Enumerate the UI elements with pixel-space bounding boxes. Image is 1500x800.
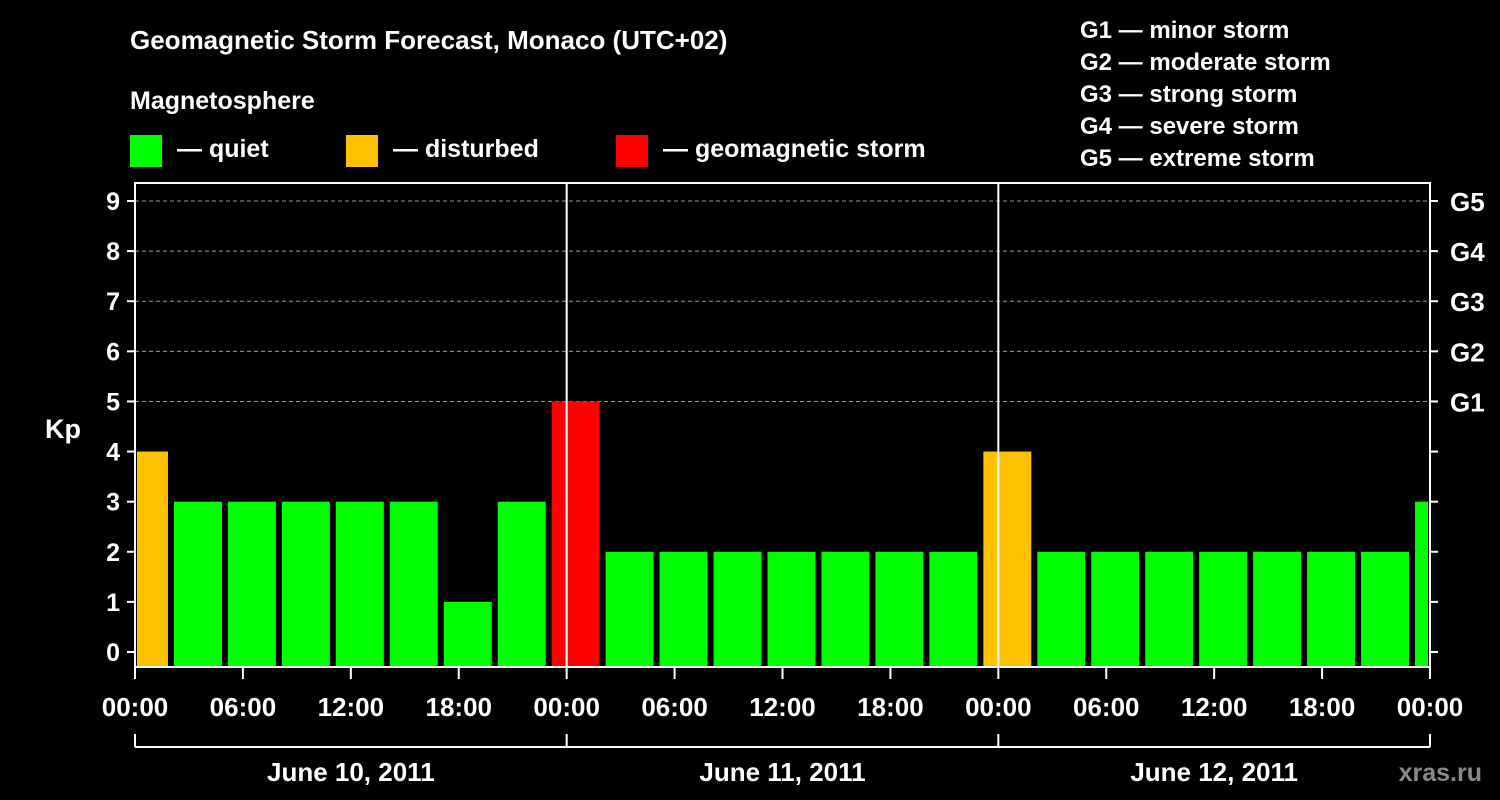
kp-bar [929,551,978,667]
kp-bar [1307,551,1356,667]
y-tick-label: 2 [106,539,120,567]
y-tick-label: 6 [106,338,120,366]
legend-swatch [616,135,648,167]
y-tick-label: 4 [106,439,120,467]
kp-bar [137,451,168,667]
g-level-label: G2 [1450,337,1485,367]
x-tick-label: 06:00 [1073,692,1140,722]
g-level-label: G4 [1450,237,1485,267]
legend-swatch [130,135,162,167]
storm-scale-entry: G3 — strong storm [1080,81,1297,108]
x-tick-label: 00:00 [102,692,169,722]
kp-bar [389,501,438,667]
x-tick-label: 12:00 [749,692,816,722]
kp-bar [443,601,492,667]
kp-bar [1199,551,1248,667]
legend-label: — geomagnetic storm [663,135,926,163]
x-tick-label: 06:00 [641,692,708,722]
x-tick-label: 18:00 [1289,692,1356,722]
kp-bar [1415,501,1428,667]
y-tick-label: 3 [106,489,120,517]
kp-bar [1145,551,1194,667]
chart-title: Geomagnetic Storm Forecast, Monaco (UTC+… [130,25,727,55]
storm-scale-entry: G5 — extreme storm [1080,145,1315,172]
x-tick-label: 18:00 [426,692,493,722]
date-label: June 11, 2011 [699,757,865,787]
kp-bar [605,551,654,667]
x-tick-label: 00:00 [965,692,1032,722]
kp-bar [875,551,924,667]
x-tick-label: 18:00 [857,692,924,722]
x-tick-label: 12:00 [1181,692,1248,722]
kp-bar [1361,551,1410,667]
kp-bar [497,501,546,667]
kp-bar [281,501,330,667]
y-tick-label: 9 [106,188,120,216]
kp-bar [551,401,600,667]
kp-bar [227,501,276,667]
storm-scale-entry: G4 — severe storm [1080,113,1299,140]
kp-bar [767,551,816,667]
y-tick-label: 7 [106,288,120,316]
storm-scale-entry: G2 — moderate storm [1080,49,1331,76]
y-tick-label: 5 [106,388,120,416]
x-tick-label: 06:00 [210,692,277,722]
kp-bar [821,551,870,667]
watermark: xras.ru [1399,759,1482,787]
kp-bar [983,451,1032,667]
y-tick-label: 0 [106,639,120,667]
x-tick-label: 12:00 [318,692,385,722]
date-label: June 12, 2011 [1130,757,1298,787]
storm-scale-entry: G1 — minor storm [1080,17,1289,44]
kp-bar [1091,551,1140,667]
y-tick-label: 8 [106,238,120,266]
x-tick-label: 00:00 [533,692,600,722]
g-level-label: G3 [1450,287,1485,317]
x-tick-label: 00:00 [1397,692,1464,722]
kp-bar [1037,551,1086,667]
legend-swatch [346,135,378,167]
y-axis-label: Kp [45,414,81,444]
kp-bar [173,501,222,667]
g-level-label: G5 [1450,187,1485,217]
g-level-label: G1 [1450,387,1485,417]
y-tick-label: 1 [106,589,120,617]
kp-bar [713,551,762,667]
kp-bar [335,501,384,667]
legend-label: — quiet [177,135,269,163]
kp-bar [1253,551,1302,667]
date-label: June 10, 2011 [267,757,435,787]
legend-title: Magnetosphere [130,87,315,115]
legend-label: — disturbed [393,135,539,163]
kp-bar [659,551,708,667]
